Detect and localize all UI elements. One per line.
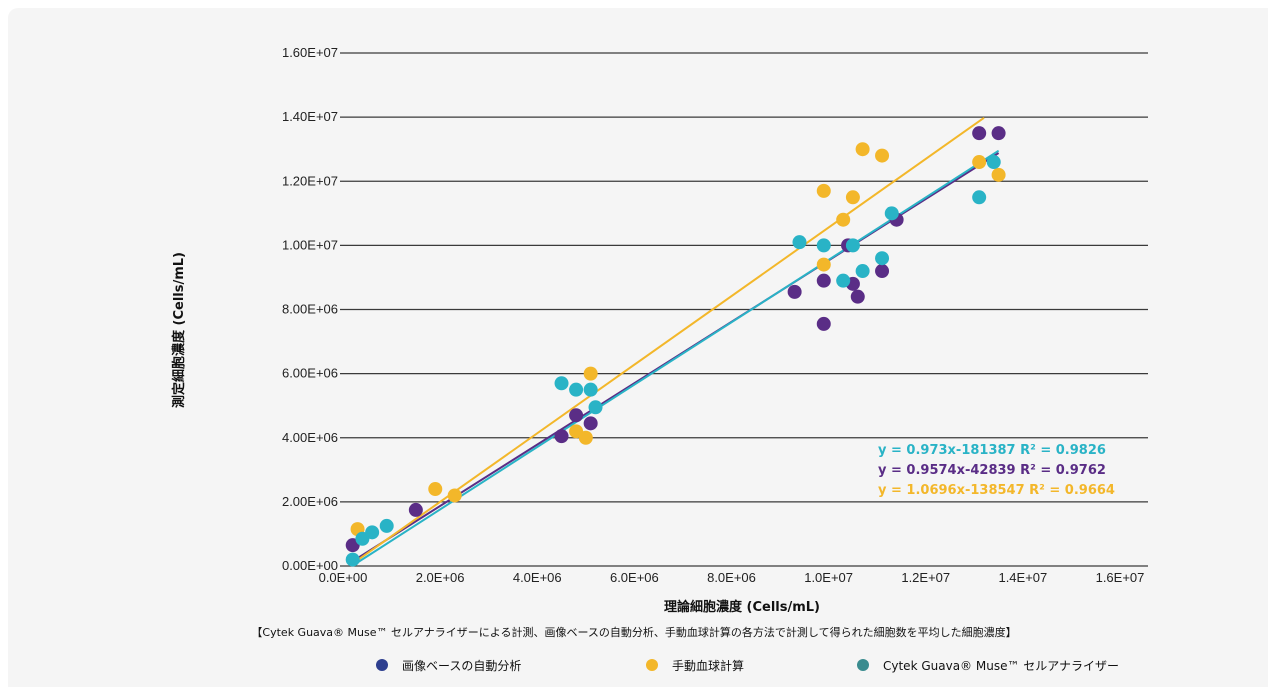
x-axis-title: 理論細胞濃度 (Cells/mL)	[664, 599, 820, 615]
data-point	[972, 190, 987, 205]
legend-item-image-analysis: 画像ベースの自動分析	[376, 655, 521, 675]
y-tick-label: 1.60E+07	[282, 45, 338, 60]
legend-item-muse: Cytek Guava® Muse™ セルアナライザー	[857, 655, 1119, 675]
data-point	[875, 148, 890, 163]
x-tick-label: 4.0E+06	[513, 570, 562, 585]
data-point	[836, 273, 851, 288]
x-tick-label: 1.4E+07	[998, 570, 1047, 585]
data-point	[855, 142, 870, 157]
data-point	[554, 376, 569, 391]
data-point	[991, 167, 1006, 182]
y-tick-label: 0.00E+00	[282, 558, 338, 573]
data-point	[365, 525, 380, 540]
scatter-chart: 0.0E+00 2.0E+06 4.0E+06 6.0E+06 8.0E+06 1.0E+…	[171, 45, 1148, 615]
trend-equations: y = 0.973x-181387 R² = 0.9826 y = 0.9574x…	[878, 443, 1115, 498]
y-tick-label: 1.00E+07	[282, 237, 338, 252]
y-tick-label: 2.00E+06	[282, 494, 338, 509]
data-point	[554, 429, 569, 444]
legend-dot-icon	[857, 659, 869, 671]
data-point	[588, 400, 603, 415]
data-point	[447, 488, 462, 503]
x-tick-label: 1.2E+07	[901, 570, 950, 585]
x-tick-label: 8.0E+06	[707, 570, 756, 585]
legend: 画像ベースの自動分析 手動血球計算 Cytek Guava® Muse™ セルア…	[0, 655, 1268, 677]
y-tick-label: 1.40E+07	[282, 109, 338, 124]
chart-caption: 【Cytek Guava® Muse™ セルアナライザーによる計測、画像ベースの…	[251, 626, 1017, 639]
legend-item-manual-count: 手動血球計算	[646, 655, 744, 675]
data-point	[855, 264, 870, 279]
trend-equation: y = 1.0696x-138547 R² = 0.9664	[878, 483, 1115, 498]
y-tick-label: 8.00E+06	[282, 302, 338, 317]
data-point	[578, 430, 593, 445]
x-tick-label: 0.0E+00	[319, 570, 368, 585]
gridlines	[340, 52, 1148, 567]
data-point	[816, 316, 831, 331]
data-point	[884, 206, 899, 221]
y-axis-ticks: 0.00E+00 2.00E+06 4.00E+06 6.00E+06 8.00E+06…	[282, 45, 338, 573]
legend-label: Cytek Guava® Muse™ セルアナライザー	[883, 658, 1120, 673]
data-point	[816, 257, 831, 272]
x-tick-label: 6.0E+06	[610, 570, 659, 585]
data-point	[569, 382, 584, 397]
data-point	[569, 408, 584, 423]
data-point	[787, 284, 802, 299]
data-point	[836, 212, 851, 227]
legend-label: 画像ベースの自動分析	[402, 658, 522, 673]
y-tick-label: 6.00E+06	[282, 366, 338, 381]
data-point	[816, 183, 831, 198]
chart-panel	[8, 8, 1268, 687]
data-point	[845, 238, 860, 253]
x-tick-label: 1.0E+07	[804, 570, 853, 585]
legend-dot-icon	[646, 659, 658, 671]
data-point	[816, 238, 831, 253]
x-tick-label: 1.6E+07	[1096, 570, 1145, 585]
data-point	[408, 502, 423, 517]
trend-equation: y = 0.9574x-42839 R² = 0.9762	[878, 463, 1106, 478]
data-point	[816, 273, 831, 288]
data-point	[345, 552, 360, 567]
data-point	[583, 366, 598, 381]
data-points	[345, 126, 1006, 567]
data-point	[991, 126, 1006, 141]
y-axis-title: 測定細胞濃度 (Cells/mL)	[171, 252, 187, 408]
data-point	[379, 518, 394, 533]
data-point	[875, 251, 890, 266]
data-point	[845, 190, 860, 205]
data-point	[850, 289, 865, 304]
data-point	[875, 264, 890, 279]
trend-equation: y = 0.973x-181387 R² = 0.9826	[878, 443, 1106, 458]
data-point	[583, 416, 598, 431]
x-tick-label: 2.0E+06	[416, 570, 465, 585]
x-axis-ticks: 0.0E+00 2.0E+06 4.0E+06 6.0E+06 8.0E+06 1.0E+…	[319, 570, 1145, 585]
trendline	[354, 116, 985, 563]
data-point	[428, 482, 443, 497]
y-tick-label: 4.00E+06	[282, 430, 338, 445]
data-point	[792, 235, 807, 250]
legend-label: 手動血球計算	[672, 658, 745, 673]
data-point	[986, 155, 1001, 170]
data-point	[972, 155, 987, 170]
legend-dot-icon	[376, 659, 388, 671]
data-point	[972, 126, 987, 141]
y-tick-label: 1.20E+07	[282, 173, 338, 188]
data-point	[583, 382, 598, 397]
